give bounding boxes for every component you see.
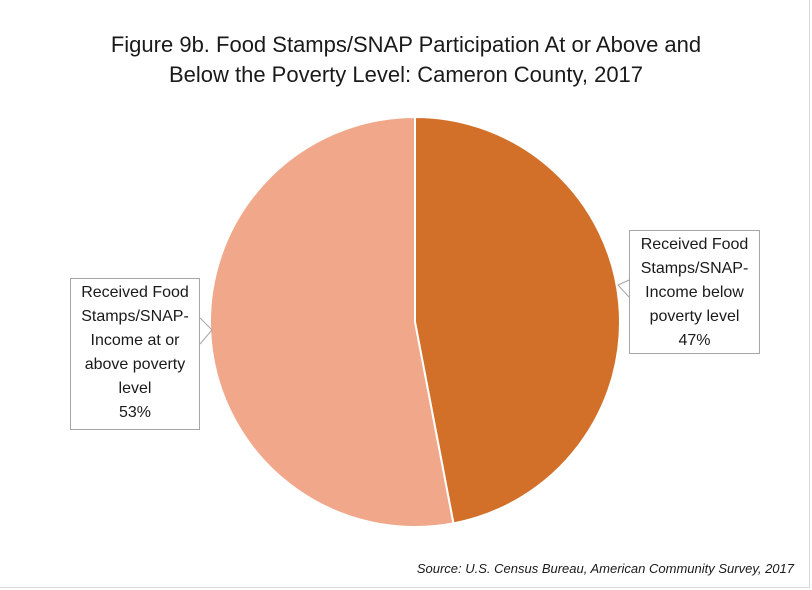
callout-below-label-line-1: Received Food xyxy=(640,236,749,253)
callout-below-label-line-4: poverty level xyxy=(649,308,740,325)
callout-below-value: 47% xyxy=(678,332,711,349)
chart-title-line-2: Below the Poverty Level: Cameron County,… xyxy=(168,62,644,87)
callout-above-label-line-2: Stamps/SNAP- xyxy=(81,308,189,325)
chart-title-line-1: Figure 9b. Food Stamps/SNAP Participatio… xyxy=(110,32,702,57)
leader-lines xyxy=(199,279,630,345)
callout-above-label-line-3: Income at or xyxy=(90,332,180,349)
callout-below-poverty: Received Food Stamps/SNAP- Income below … xyxy=(629,230,760,354)
source-note: Source: U.S. Census Bureau, American Com… xyxy=(416,561,794,576)
pie-slice-0 xyxy=(414,115,621,525)
leader-line-above xyxy=(199,317,213,345)
pie-slice-1 xyxy=(209,115,455,528)
pie-slices xyxy=(209,115,621,528)
callout-below-label-line-2: Stamps/SNAP- xyxy=(640,260,749,277)
callout-above-label-line-1: Received Food xyxy=(81,284,189,301)
callout-above-value: 53% xyxy=(118,404,152,421)
callout-above-label-line-5: level xyxy=(118,380,152,397)
callout-above-label-line-4: above poverty xyxy=(84,356,186,373)
callout-below-label-line-3: Income below xyxy=(645,284,744,301)
callout-above-poverty: Received Food Stamps/SNAP- Income at or … xyxy=(70,278,200,430)
leader-line-below xyxy=(617,279,630,298)
